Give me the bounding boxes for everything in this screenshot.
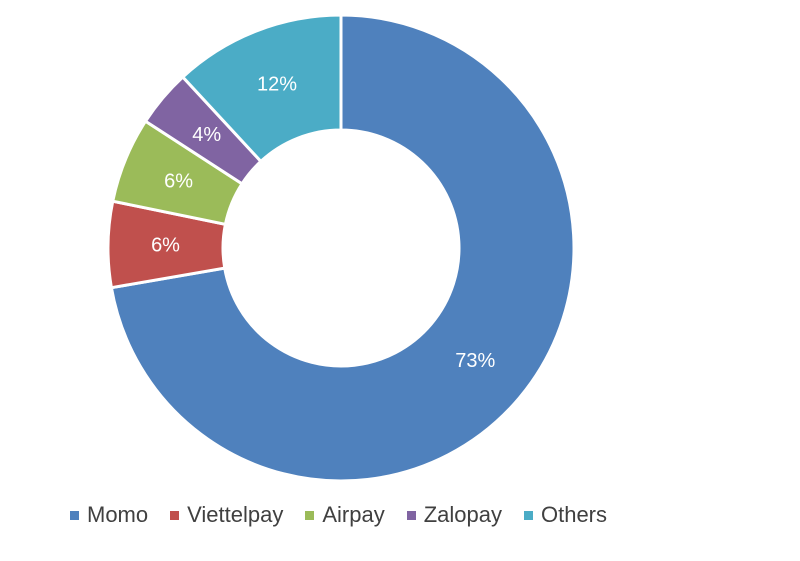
donut-chart: 73% 6% 6% 4% 12% bbox=[106, 13, 576, 483]
legend-label-airpay: Airpay bbox=[322, 502, 385, 527]
legend-label-others: Others bbox=[540, 502, 608, 527]
legend-label-zalopay: Zalopay bbox=[423, 502, 502, 527]
legend-swatch-viettelpay bbox=[170, 510, 180, 520]
slice-others bbox=[180, 13, 343, 164]
slice-label-zalopay: 4% bbox=[192, 124, 221, 146]
legend-item-viettelpay: Viettelpay bbox=[170, 502, 283, 528]
legend-item-zalopay: Zalopay bbox=[406, 502, 502, 528]
legend: Momo Viettelpay Airpay Zalopay Others bbox=[70, 502, 607, 528]
slice-label-others: 12% bbox=[257, 74, 297, 96]
slice-label-airpay: 6% bbox=[164, 170, 193, 192]
legend-swatch-momo bbox=[70, 510, 79, 520]
legend-item-airpay: Airpay bbox=[305, 502, 385, 528]
legend-label-momo: Momo bbox=[87, 502, 149, 527]
legend-swatch-zalopay bbox=[406, 510, 416, 520]
legend-swatch-others bbox=[523, 510, 533, 520]
slice-momo bbox=[109, 13, 576, 483]
legend-swatch-airpay bbox=[305, 510, 315, 520]
legend-item-momo: Momo bbox=[70, 502, 148, 528]
legend-label-viettelpay: Viettelpay bbox=[187, 502, 284, 527]
legend-item-others: Others bbox=[523, 502, 608, 528]
slice-label-viettelpay: 6% bbox=[151, 234, 180, 256]
slice-label-momo: 73% bbox=[455, 350, 495, 372]
